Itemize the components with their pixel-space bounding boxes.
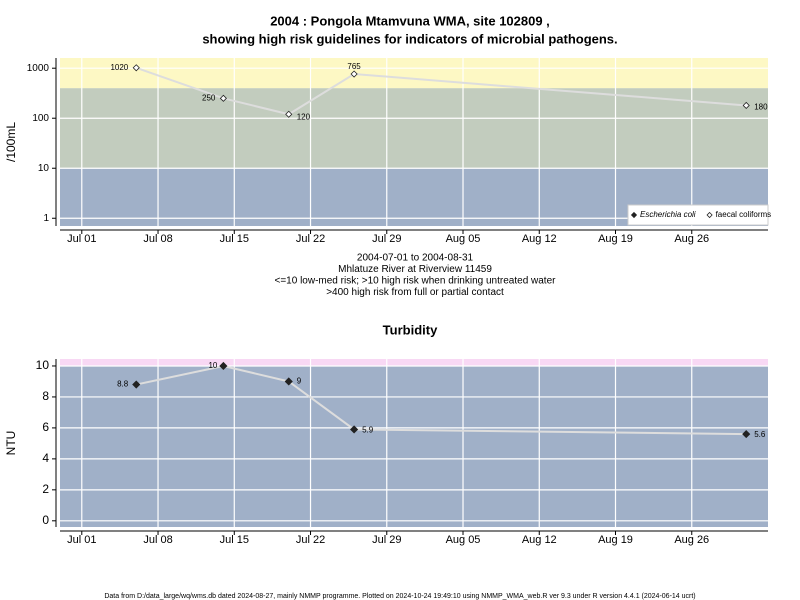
data-point: [219, 94, 227, 102]
annotation: <=10 low-med risk; >10 high risk when dr…: [275, 276, 557, 287]
risk-band: [60, 88, 768, 169]
y-tick-label: 8: [42, 389, 49, 403]
chart-title: 2004 : Pongola Mtamvuna WMA, site 102809…: [270, 13, 550, 28]
x-tick-label: Jul 15: [220, 534, 249, 546]
data-label: 250: [202, 93, 216, 102]
x-tick-label: Jul 29: [372, 534, 401, 546]
x-tick-label: Aug 05: [446, 534, 481, 546]
data-label: 8.8: [117, 380, 129, 389]
data-label: 120: [297, 112, 311, 121]
data-point: [350, 425, 359, 434]
y-tick-label: 4: [42, 451, 49, 465]
legend-box: [627, 204, 769, 226]
chart-title: Turbidity: [383, 322, 438, 337]
x-tick-label: Aug 05: [446, 233, 481, 245]
x-tick-label: Jul 08: [143, 233, 172, 245]
data-label: 765: [347, 62, 361, 71]
y-tick-label: 1: [43, 213, 49, 224]
x-tick-label: Jul 01: [67, 534, 96, 546]
data-point: [742, 430, 751, 439]
y-axis-label: NTU: [4, 431, 18, 456]
annotation: 2004-07-01 to 2004-08-31: [357, 253, 474, 264]
y-tick-label: 100: [32, 113, 49, 124]
x-tick-label: Aug 12: [522, 534, 557, 546]
y-tick-label: 6: [42, 420, 49, 434]
data-label: 9: [297, 377, 302, 386]
data-point: [350, 70, 358, 78]
risk-band: [60, 359, 768, 366]
x-tick-label: Jul 08: [143, 534, 172, 546]
chart-title: showing high risk guidelines for indicat…: [202, 31, 617, 46]
legend-label: Escherichia coli: [640, 210, 696, 219]
data-point: [285, 110, 293, 118]
y-axis-label: /100mL: [4, 122, 18, 162]
y-tick-label: 10: [38, 163, 50, 174]
x-tick-label: Aug 19: [598, 534, 633, 546]
legend-marker: [706, 211, 713, 219]
data-label: 5.9: [362, 426, 374, 435]
data-point: [132, 64, 140, 72]
annotation: Mhlatuze River at Riverview 11459: [338, 264, 492, 275]
data-label: 180: [754, 103, 768, 112]
data-point: [219, 361, 228, 371]
annotation: >400 high risk from full or partial cont…: [326, 287, 504, 298]
y-tick-label: 2: [42, 482, 49, 496]
data-point: [742, 101, 750, 110]
data-point: [132, 380, 141, 389]
x-tick-label: Jul 01: [67, 233, 96, 245]
x-tick-label: Jul 22: [296, 534, 325, 546]
legend-marker: [630, 211, 638, 219]
x-tick-label: Aug 26: [674, 233, 709, 245]
x-tick-label: Jul 29: [372, 233, 401, 245]
y-tick-label: 0: [42, 513, 49, 527]
x-tick-label: Aug 26: [674, 534, 709, 546]
data-label: 1020: [110, 63, 128, 72]
data-label: 5.6: [754, 430, 766, 439]
x-tick-label: Aug 19: [598, 233, 633, 245]
legend-label: faecal coliforms: [716, 210, 772, 219]
x-tick-label: Aug 12: [522, 233, 557, 245]
y-tick-label: 1000: [27, 63, 50, 74]
risk-band: [60, 365, 768, 527]
x-tick-label: Jul 15: [220, 233, 249, 245]
x-tick-label: Jul 22: [296, 233, 325, 245]
data-point: [284, 377, 293, 386]
risk-band: [60, 58, 768, 89]
data-label: 10: [208, 361, 217, 370]
footer: Data from D:/data_large/wq/wms.db dated …: [104, 593, 695, 600]
y-tick-label: 10: [36, 358, 50, 372]
